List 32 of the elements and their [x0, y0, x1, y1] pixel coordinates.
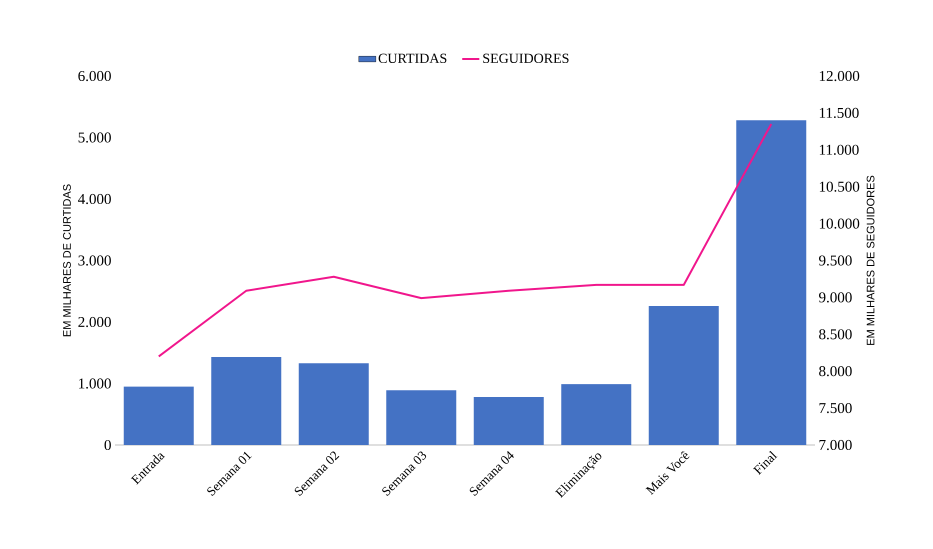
y2-tick-label: 10.500 — [820, 182, 860, 192]
y2-tick-label: 8.500 — [819, 329, 852, 340]
y2-tick-label: 11.500 — [820, 108, 859, 118]
y2-axis-title: EM MILHARES DE SEGUIDORES — [866, 176, 874, 345]
y-tick-label: 2.000 — [78, 316, 111, 328]
y-tick-label: 6.000 — [78, 70, 111, 82]
y2-tick-label: 11.000 — [820, 144, 859, 155]
y-tick-label: 5.000 — [78, 132, 111, 143]
bar — [561, 384, 632, 445]
bar — [386, 390, 456, 445]
line-series — [158, 122, 772, 358]
legend-label: SEGUIDORES — [483, 54, 569, 64]
y-tick-label: 1.000 — [79, 378, 111, 389]
y2-tick-label: 7.000 — [820, 440, 852, 450]
bar — [298, 363, 369, 445]
y-tick-label: 3.000 — [78, 255, 111, 266]
bar — [648, 306, 719, 445]
y2-tick-label: 9.000 — [819, 292, 852, 302]
y-tick-label: 4.000 — [78, 194, 111, 204]
y2-tick-label: 10.000 — [820, 218, 860, 229]
x-tick-label: Mais Você — [646, 451, 690, 496]
y2-tick-label: 9.500 — [819, 255, 852, 266]
bar — [124, 386, 194, 445]
y-axis-title: EM MILHARES DE CURTIDAS — [63, 184, 71, 336]
bar — [736, 120, 806, 445]
y2-tick-label: 12.000 — [820, 70, 860, 82]
y-tick-label: 0 — [104, 440, 111, 450]
y2-tick-label: 7.500 — [820, 403, 852, 414]
y2-tick-label: 8.000 — [819, 366, 852, 376]
bar — [474, 397, 544, 445]
legend-label: CURTIDAS — [378, 54, 446, 64]
bar — [211, 357, 282, 445]
